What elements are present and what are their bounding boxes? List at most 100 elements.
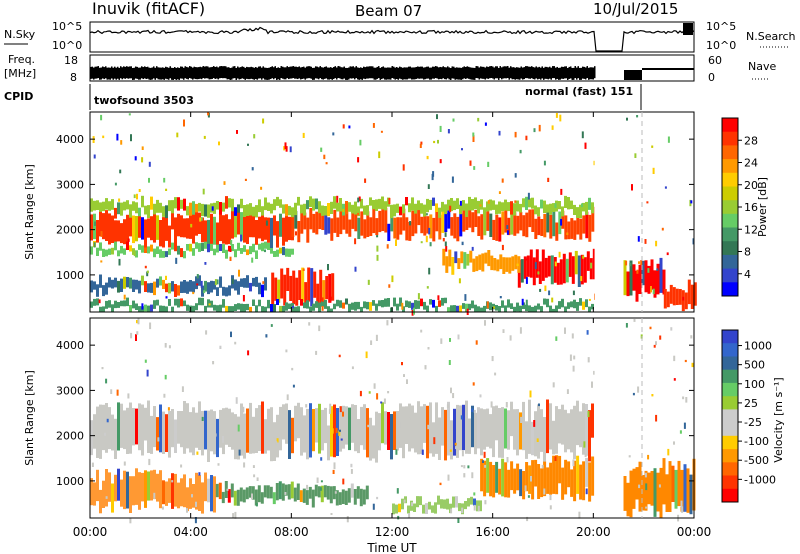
data-cell	[234, 207, 237, 216]
data-cell	[216, 418, 219, 458]
scatter-echo	[680, 500, 683, 507]
data-cell	[635, 270, 639, 302]
data-cell	[564, 409, 567, 453]
data-cell	[192, 305, 195, 312]
freq-bar	[646, 68, 648, 70]
freq-bar	[670, 68, 672, 70]
data-cell	[558, 301, 561, 309]
scatter-echo	[509, 335, 512, 341]
data-cell	[260, 492, 264, 504]
colorbar-swatch	[722, 172, 738, 187]
freq-bar	[300, 67, 302, 80]
data-cell	[227, 489, 231, 503]
data-cell	[558, 211, 562, 235]
data-cell	[395, 504, 398, 514]
scatter-echo	[376, 235, 379, 238]
cpid-mode-normal: normal (fast) 151	[525, 85, 633, 98]
freq-bar	[271, 66, 273, 79]
data-cell	[537, 464, 541, 499]
scatter-echo	[330, 513, 333, 515]
colorbar-swatch	[722, 159, 738, 174]
data-cell	[285, 248, 288, 257]
data-cell	[180, 248, 183, 258]
freq-bar	[403, 67, 405, 80]
data-cell	[310, 268, 314, 307]
data-cell	[213, 411, 216, 455]
freq-bar	[168, 67, 170, 80]
colorbar-swatch	[722, 330, 738, 344]
scatter-echo	[340, 438, 343, 441]
colorbar-tick-label: 4	[744, 268, 751, 281]
freq-bar	[277, 67, 279, 80]
scatter-echo	[506, 225, 509, 230]
freq-bar	[661, 68, 663, 70]
data-cell	[120, 202, 123, 216]
scatter-echo	[100, 260, 103, 263]
data-cell	[573, 405, 576, 460]
data-cell	[402, 204, 405, 214]
data-cell	[183, 251, 186, 259]
scatter-echo	[521, 298, 524, 306]
data-cell	[144, 281, 147, 292]
colorbar-swatch	[722, 131, 738, 146]
freq-bar	[429, 67, 431, 80]
data-cell	[335, 490, 339, 506]
colorbar-tick-label: 1000	[744, 340, 772, 353]
scatter-echo	[203, 290, 206, 294]
data-cell	[537, 303, 540, 310]
freq-bar	[205, 66, 207, 79]
scatter-echo	[342, 478, 345, 485]
scatter-echo	[428, 267, 431, 275]
data-cell	[438, 417, 441, 460]
data-cell	[330, 218, 334, 241]
scatter-echo	[350, 463, 353, 468]
scatter-echo	[237, 424, 240, 432]
nsky-trace	[89, 23, 695, 52]
data-cell	[522, 198, 525, 208]
velocity-cells	[90, 318, 696, 524]
data-cell	[528, 399, 531, 454]
data-cell	[442, 248, 446, 266]
freq-bar	[487, 66, 489, 79]
data-cell	[192, 201, 195, 215]
data-cell	[99, 202, 102, 212]
data-cell	[333, 209, 337, 233]
data-cell	[413, 503, 416, 512]
colorbar-swatch	[722, 422, 738, 437]
data-cell	[363, 219, 367, 239]
data-cell	[405, 406, 408, 444]
data-cell	[246, 303, 249, 311]
data-cell	[399, 206, 402, 216]
scatter-echo	[578, 511, 581, 519]
scatter-echo	[123, 294, 126, 300]
scatter-echo	[633, 319, 636, 322]
data-cell	[456, 198, 459, 209]
scatter-echo	[541, 464, 544, 469]
data-cell	[287, 484, 291, 500]
scatter-echo	[232, 513, 235, 518]
data-cell	[562, 253, 566, 284]
data-cell	[135, 303, 138, 310]
colorbar-tick-label: -100	[744, 435, 769, 448]
scatter-echo	[637, 386, 640, 393]
data-cell	[174, 473, 177, 507]
x-tick-label: 00:00	[677, 525, 712, 539]
data-cell	[147, 218, 150, 238]
scatter-echo	[395, 239, 397, 246]
data-cell	[408, 203, 411, 213]
data-cell	[276, 299, 279, 305]
data-cell	[147, 305, 150, 312]
freq-bar	[447, 66, 449, 79]
data-cell	[526, 255, 530, 277]
data-cell	[108, 407, 111, 450]
data-cell	[543, 298, 546, 305]
freq-bar	[111, 66, 113, 79]
scatter-echo	[359, 390, 362, 397]
scatter-echo	[350, 469, 353, 474]
data-cell	[272, 492, 276, 505]
data-cell	[216, 222, 219, 250]
scatter-echo	[368, 391, 371, 394]
data-cell	[249, 306, 252, 312]
data-cell	[321, 409, 324, 451]
data-cell	[360, 406, 363, 446]
